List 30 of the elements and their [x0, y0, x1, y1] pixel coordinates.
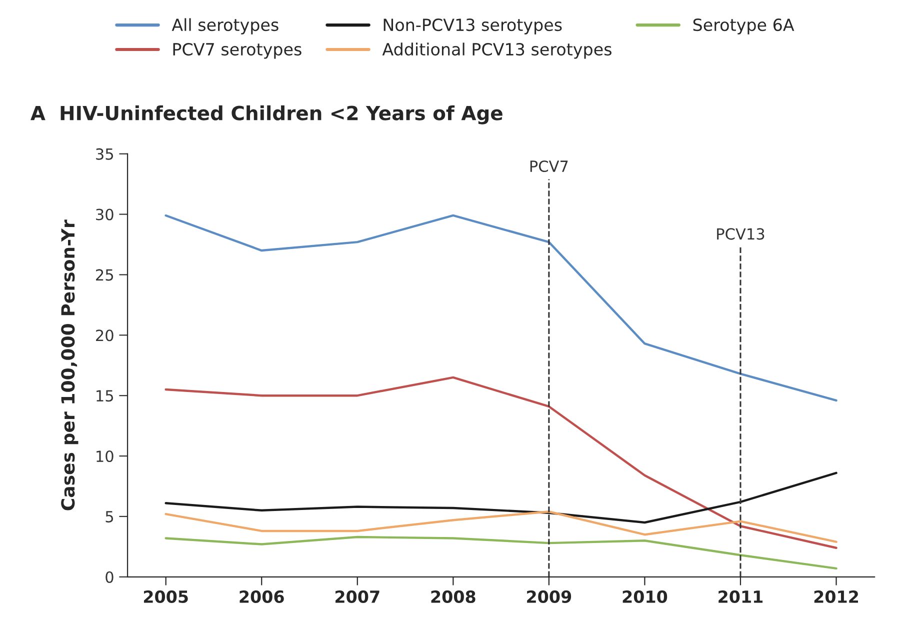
y-tick-label: 5: [106, 511, 114, 522]
legend-label: Additional PCV13 serotypes: [382, 42, 612, 59]
y-axis-title: Cases per 100,000 Person-Yr: [61, 220, 78, 510]
y-tick-label: 35: [96, 148, 114, 160]
y-tick-label: 20: [96, 330, 114, 342]
x-tick-label: 2005: [144, 590, 188, 603]
y-tick-label: 15: [96, 390, 114, 402]
x-tick-label: 2012: [814, 590, 858, 603]
ref-line-label: PCV7: [530, 160, 568, 172]
ref-line-label: PCV13: [717, 228, 764, 240]
y-tick-label: 0: [106, 571, 114, 583]
line-series: [164, 214, 838, 402]
y-tick-label: 25: [96, 269, 114, 281]
legend-label: Non-PCV13 serotypes: [384, 18, 562, 34]
x-tick-label: 2008: [431, 590, 476, 603]
line-series: [164, 376, 838, 549]
legend-label: All serotypes: [172, 18, 278, 34]
legend-label: PCV7 serotypes: [173, 42, 302, 59]
line-series: [164, 510, 838, 543]
line-series: [164, 536, 838, 570]
y-tick-label: 10: [96, 450, 114, 462]
x-tick-label: 2009: [527, 590, 572, 603]
x-tick-label: 2011: [718, 590, 763, 603]
x-tick-label: 2006: [240, 590, 284, 603]
line-series: [164, 472, 838, 524]
x-tick-label: 2007: [336, 590, 380, 603]
legend-label: Serotype 6A: [693, 18, 794, 34]
chart-title: A HIV-Uninfected Children <2 Years of Age: [30, 105, 502, 124]
y-tick-label: 30: [96, 208, 114, 220]
x-tick-label: 2010: [622, 590, 668, 603]
